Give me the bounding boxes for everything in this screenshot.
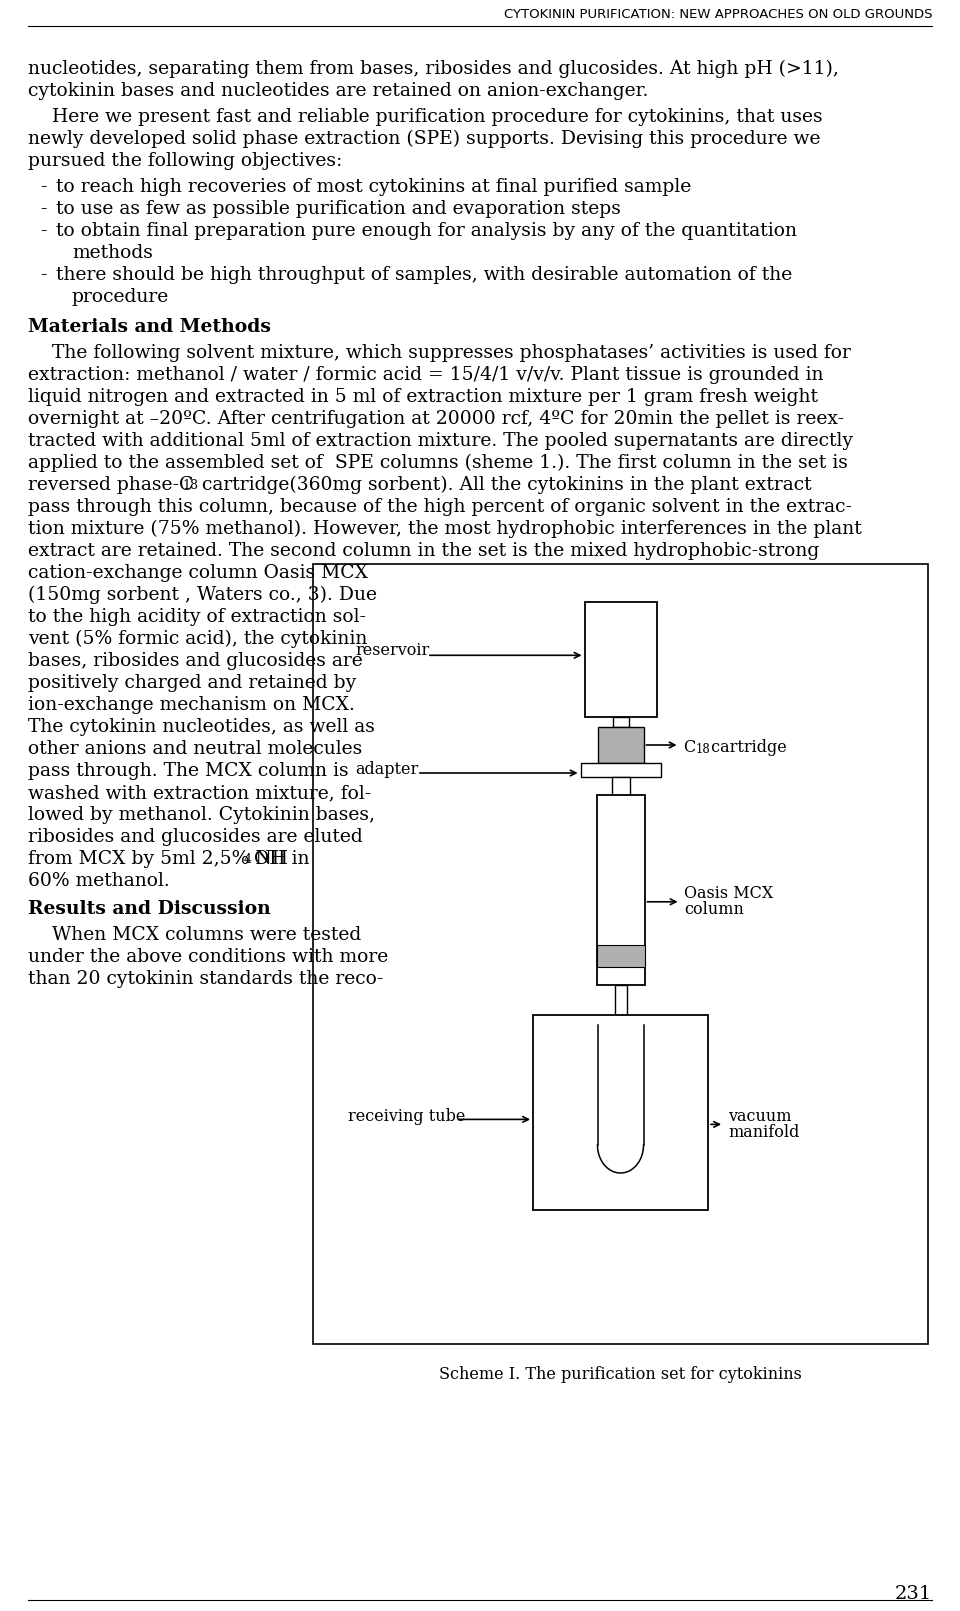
Text: positively charged and retained by: positively charged and retained by: [28, 673, 356, 693]
Text: overnight at –20ºC. After centrifugation at 20000 rcf, 4ºC for 20min the pellet : overnight at –20ºC. After centrifugation…: [28, 411, 844, 429]
Text: Results and Discussion: Results and Discussion: [28, 901, 271, 918]
Text: cartridge: cartridge: [706, 739, 786, 756]
Text: tion mixture (75% methanol). However, the most hydrophobic interferences in the : tion mixture (75% methanol). However, th…: [28, 520, 862, 538]
Text: Scheme I. The purification set for cytokinins: Scheme I. The purification set for cytok…: [439, 1366, 802, 1382]
Text: washed with extraction mixture, fol-: washed with extraction mixture, fol-: [28, 785, 372, 802]
Text: pass through. The MCX column is: pass through. The MCX column is: [28, 762, 348, 780]
Text: pass through this column, because of the high percent of organic solvent in the : pass through this column, because of the…: [28, 498, 852, 516]
Text: (150mg sorbent , Waters co., 3). Due: (150mg sorbent , Waters co., 3). Due: [28, 586, 377, 604]
Text: cartridge(360mg sorbent). All the cytokinins in the plant extract: cartridge(360mg sorbent). All the cytoki…: [196, 475, 811, 495]
Text: Here we present fast and reliable purification procedure for cytokinins, that us: Here we present fast and reliable purifi…: [28, 108, 823, 126]
Text: C: C: [684, 739, 696, 756]
Text: OH in: OH in: [254, 851, 309, 868]
Text: CYTOKININ PURIFICATION: NEW APPROACHES ON OLD GROUNDS: CYTOKININ PURIFICATION: NEW APPROACHES O…: [503, 8, 932, 21]
Text: When MCX columns were tested: When MCX columns were tested: [28, 926, 361, 944]
Text: applied to the assembled set of  SPE columns (sheme 1.). The first column in the: applied to the assembled set of SPE colu…: [28, 454, 848, 472]
Bar: [597, 727, 643, 764]
Text: ribosides and glucosides are eluted: ribosides and glucosides are eluted: [28, 828, 363, 846]
Text: procedure: procedure: [72, 288, 169, 306]
Text: newly developed solid phase extraction (SPE) supports. Devising this procedure w: newly developed solid phase extraction (…: [28, 130, 821, 148]
Text: nucleotides, separating them from bases, ribosides and glucosides. At high pH (>: nucleotides, separating them from bases,…: [28, 60, 839, 79]
Bar: [533, 1015, 708, 1210]
Text: 18: 18: [695, 743, 710, 756]
Text: cation-exchange column Oasis MCX: cation-exchange column Oasis MCX: [28, 564, 368, 582]
Text: Oasis MCX: Oasis MCX: [684, 886, 774, 902]
Text: The cytokinin nucleotides, as well as: The cytokinin nucleotides, as well as: [28, 719, 374, 736]
Text: 4: 4: [244, 852, 252, 867]
Text: there should be high throughput of samples, with desirable automation of the: there should be high throughput of sampl…: [56, 266, 792, 284]
Bar: [596, 794, 644, 984]
Text: 231: 231: [895, 1585, 932, 1603]
Text: to obtain final preparation pure enough for analysis by any of the quantitation: to obtain final preparation pure enough …: [56, 222, 797, 240]
Text: from MCX by 5ml 2,5% NH: from MCX by 5ml 2,5% NH: [28, 851, 288, 868]
Text: -: -: [40, 200, 46, 217]
Text: to reach high recoveries of most cytokinins at final purified sample: to reach high recoveries of most cytokin…: [56, 177, 691, 197]
Text: manifold: manifold: [728, 1124, 800, 1141]
Text: pursued the following objectives:: pursued the following objectives:: [28, 151, 343, 171]
Bar: [581, 764, 660, 777]
Bar: [585, 603, 657, 717]
Text: liquid nitrogen and extracted in 5 ml of extraction mixture per 1 gram fresh wei: liquid nitrogen and extracted in 5 ml of…: [28, 388, 818, 406]
Bar: [612, 717, 629, 727]
Text: adapter: adapter: [355, 762, 419, 778]
Text: 60% methanol.: 60% methanol.: [28, 872, 170, 889]
Text: cytokinin bases and nucleotides are retained on anion-exchanger.: cytokinin bases and nucleotides are reta…: [28, 82, 648, 100]
Text: -: -: [40, 222, 46, 240]
Bar: [614, 984, 627, 1015]
Text: vent (5% formic acid), the cytokinin: vent (5% formic acid), the cytokinin: [28, 630, 368, 648]
Text: -: -: [40, 177, 46, 197]
Bar: [612, 777, 630, 794]
Text: column: column: [684, 901, 744, 918]
Text: reservoir: reservoir: [355, 641, 429, 659]
Text: other anions and neutral molecules: other anions and neutral molecules: [28, 739, 362, 759]
Text: -: -: [40, 266, 46, 284]
Text: than 20 cytokinin standards the reco-: than 20 cytokinin standards the reco-: [28, 970, 383, 988]
Text: reversed phase-C: reversed phase-C: [28, 475, 193, 495]
Text: ion-exchange mechanism on MCX.: ion-exchange mechanism on MCX.: [28, 696, 355, 714]
Text: under the above conditions with more: under the above conditions with more: [28, 947, 388, 967]
Text: bases, ribosides and glucosides are: bases, ribosides and glucosides are: [28, 652, 363, 670]
Text: tracted with additional 5ml of extraction mixture. The pooled supernatants are d: tracted with additional 5ml of extractio…: [28, 432, 853, 449]
Bar: [596, 946, 644, 967]
Text: extraction: methanol / water / formic acid = 15/4/1 v/v/v. Plant tissue is groun: extraction: methanol / water / formic ac…: [28, 366, 824, 383]
Text: receiving tube: receiving tube: [348, 1108, 466, 1124]
Text: The following solvent mixture, which suppresses phosphatases’ activities is used: The following solvent mixture, which sup…: [28, 345, 851, 362]
Text: vacuum: vacuum: [728, 1108, 791, 1124]
Text: to use as few as possible purification and evaporation steps: to use as few as possible purification a…: [56, 200, 621, 217]
Text: Materials and Methods: Materials and Methods: [28, 317, 271, 337]
Text: extract are retained. The second column in the set is the mixed hydrophobic-stro: extract are retained. The second column …: [28, 541, 819, 561]
Text: lowed by methanol. Cytokinin bases,: lowed by methanol. Cytokinin bases,: [28, 806, 375, 823]
Text: to the high acidity of extraction sol-: to the high acidity of extraction sol-: [28, 607, 366, 627]
Text: 18: 18: [182, 478, 198, 491]
Bar: [313, 564, 928, 1344]
Text: methods: methods: [72, 243, 153, 263]
